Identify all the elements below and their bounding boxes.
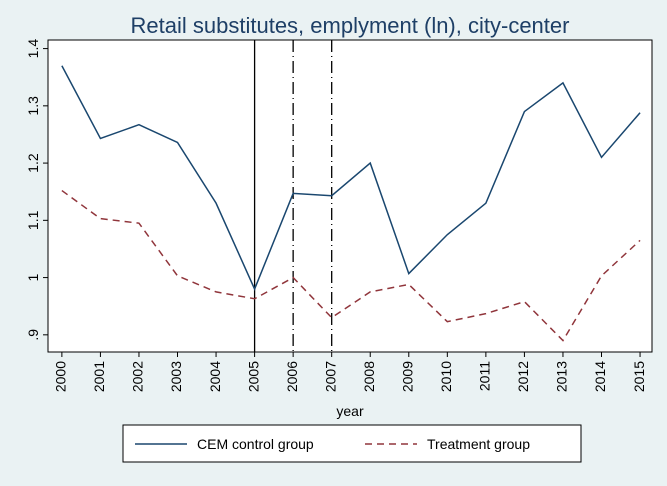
y-tick-label: 1.2	[25, 153, 41, 173]
x-tick-label: 2003	[168, 361, 184, 392]
series-line	[61, 65, 641, 291]
x-tick-label: 2013	[554, 361, 570, 392]
y-tick-label: 1.4	[25, 39, 41, 59]
legend-label: CEM control group	[197, 436, 314, 452]
y-tick-label: .9	[25, 329, 41, 341]
legend-label: Treatment group	[427, 436, 530, 452]
x-tick-label: 2002	[130, 361, 146, 392]
legend-box	[122, 424, 582, 463]
x-tick-label: 2006	[284, 361, 300, 392]
x-tick-label: 2001	[91, 361, 107, 392]
x-tick-label: 2010	[438, 361, 454, 392]
y-tick-label: 1.1	[25, 210, 41, 230]
x-tick-label: 2011	[477, 361, 493, 391]
series-line	[61, 189, 641, 342]
x-tick-label: 2015	[631, 361, 647, 392]
x-tick-label: 2005	[245, 361, 261, 392]
x-axis-label: year	[336, 403, 364, 419]
x-tick-label: 2009	[399, 361, 415, 392]
y-tick-label: 1.3	[25, 96, 41, 116]
y-tick-label: 1	[25, 273, 41, 281]
x-tick-label: 2000	[53, 361, 69, 392]
x-tick-label: 2008	[361, 361, 377, 392]
chart-title: Retail substitutes, emplyment (ln), city…	[131, 13, 570, 38]
x-tick-label: 2012	[515, 361, 531, 392]
x-tick-label: 2004	[207, 361, 223, 392]
x-tick-label: 2014	[592, 361, 608, 392]
x-tick-label: 2007	[322, 361, 338, 392]
